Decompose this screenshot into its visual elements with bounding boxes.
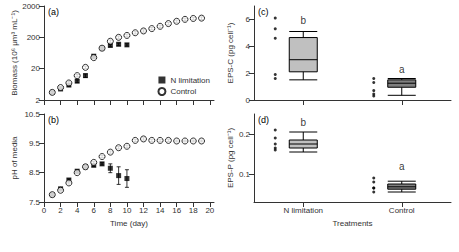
svg-text:6: 6 — [92, 206, 97, 215]
svg-text:12: 12 — [139, 206, 148, 215]
svg-text:0: 0 — [246, 96, 251, 105]
svg-text:6: 6 — [246, 15, 251, 24]
svg-text:pH of media: pH of media — [10, 136, 19, 180]
svg-text:4: 4 — [246, 42, 251, 51]
svg-text:0.2: 0.2 — [239, 130, 251, 139]
svg-text:4: 4 — [75, 206, 80, 215]
svg-text:(b): (b) — [48, 115, 59, 125]
svg-text:8: 8 — [108, 206, 113, 215]
svg-text:20: 20 — [205, 206, 214, 215]
svg-text:b: b — [300, 15, 306, 26]
svg-text:20: 20 — [31, 64, 40, 73]
svg-text:0.1: 0.1 — [239, 170, 251, 179]
svg-text:(a): (a) — [48, 7, 59, 17]
svg-text:7.5: 7.5 — [29, 198, 41, 207]
svg-text:2: 2 — [36, 96, 41, 105]
svg-text:2000: 2000 — [22, 2, 40, 11]
svg-text:b: b — [300, 117, 306, 128]
svg-text:Control: Control — [170, 87, 196, 96]
svg-text:Biomass (10⁶ μm³ mL⁻¹): Biomass (10⁶ μm³ mL⁻¹) — [10, 10, 19, 96]
svg-text:EPS-C (pg cell⁻¹): EPS-C (pg cell⁻¹) — [226, 22, 235, 83]
svg-text:9.5: 9.5 — [29, 139, 41, 148]
svg-text:200: 200 — [27, 33, 41, 42]
svg-text:10.5: 10.5 — [24, 110, 40, 119]
svg-text:2: 2 — [246, 69, 251, 78]
svg-text:8.5: 8.5 — [29, 168, 41, 177]
svg-text:10: 10 — [122, 206, 131, 215]
svg-text:N limitation: N limitation — [283, 206, 323, 215]
svg-text:(c): (c) — [258, 7, 269, 17]
svg-text:a: a — [399, 161, 405, 172]
svg-text:18: 18 — [189, 206, 198, 215]
svg-text:EPS-P (pg cell⁻¹): EPS-P (pg cell⁻¹) — [226, 128, 235, 189]
svg-text:14: 14 — [156, 206, 165, 215]
svg-text:16: 16 — [172, 206, 181, 215]
svg-text:Treatments: Treatments — [332, 219, 372, 228]
svg-text:Control: Control — [389, 206, 415, 215]
svg-text:Time (day): Time (day) — [110, 219, 148, 228]
svg-text:N limitation: N limitation — [170, 76, 210, 85]
svg-text:2: 2 — [58, 206, 63, 215]
svg-text:0: 0 — [42, 206, 47, 215]
svg-text:a: a — [399, 64, 405, 75]
svg-text:(d): (d) — [258, 115, 269, 125]
